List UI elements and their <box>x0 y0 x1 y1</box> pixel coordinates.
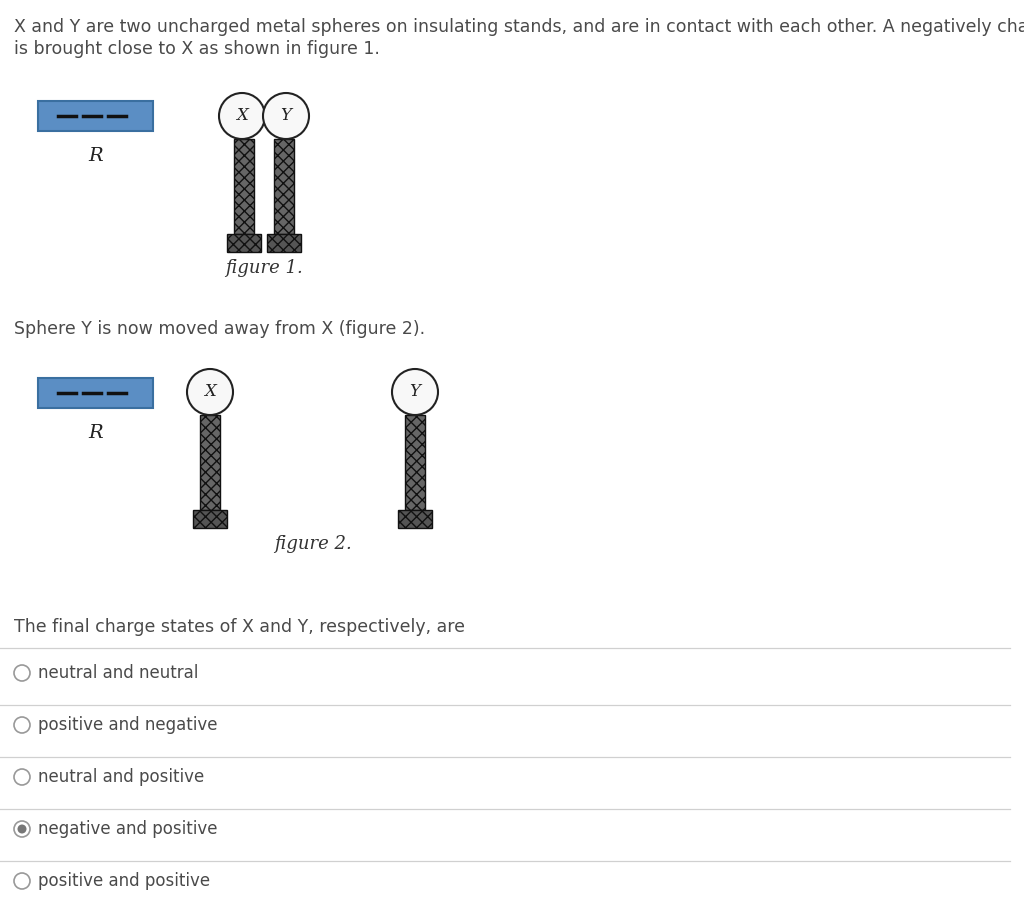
Circle shape <box>14 717 30 733</box>
Text: neutral and neutral: neutral and neutral <box>38 664 199 682</box>
Bar <box>267 234 301 252</box>
Text: figure 2.: figure 2. <box>273 535 351 553</box>
Text: R: R <box>89 147 103 165</box>
Bar <box>193 510 227 528</box>
Circle shape <box>14 769 30 785</box>
Ellipse shape <box>392 369 438 415</box>
Text: Sphere Y is now moved away from X (figure 2).: Sphere Y is now moved away from X (figur… <box>14 320 425 338</box>
Bar <box>398 510 432 528</box>
Bar <box>274 139 294 234</box>
Text: The final charge states of X and Y, respectively, are: The final charge states of X and Y, resp… <box>14 618 465 636</box>
Text: X and Y are two uncharged metal spheres on insulating stands, and are in contact: X and Y are two uncharged metal spheres … <box>14 18 1024 36</box>
Text: Y: Y <box>281 108 292 124</box>
Text: Y: Y <box>410 384 421 401</box>
Ellipse shape <box>187 369 233 415</box>
Circle shape <box>14 665 30 681</box>
Text: X: X <box>204 384 216 401</box>
Ellipse shape <box>263 93 309 139</box>
Bar <box>234 139 254 234</box>
Text: R: R <box>89 424 103 442</box>
Text: positive and positive: positive and positive <box>38 872 210 890</box>
Text: is brought close to X as shown in figure 1.: is brought close to X as shown in figure… <box>14 40 380 58</box>
Circle shape <box>14 821 30 837</box>
Text: neutral and positive: neutral and positive <box>38 768 204 786</box>
Ellipse shape <box>219 93 265 139</box>
Text: figure 1.: figure 1. <box>225 259 303 277</box>
Bar <box>227 234 261 252</box>
Text: negative and positive: negative and positive <box>38 820 217 838</box>
Bar <box>200 415 220 510</box>
Bar <box>406 415 425 510</box>
Text: positive and negative: positive and negative <box>38 716 217 734</box>
Bar <box>38 378 153 408</box>
Bar <box>38 101 153 131</box>
Circle shape <box>14 873 30 889</box>
Text: X: X <box>237 108 248 124</box>
Circle shape <box>17 824 27 834</box>
